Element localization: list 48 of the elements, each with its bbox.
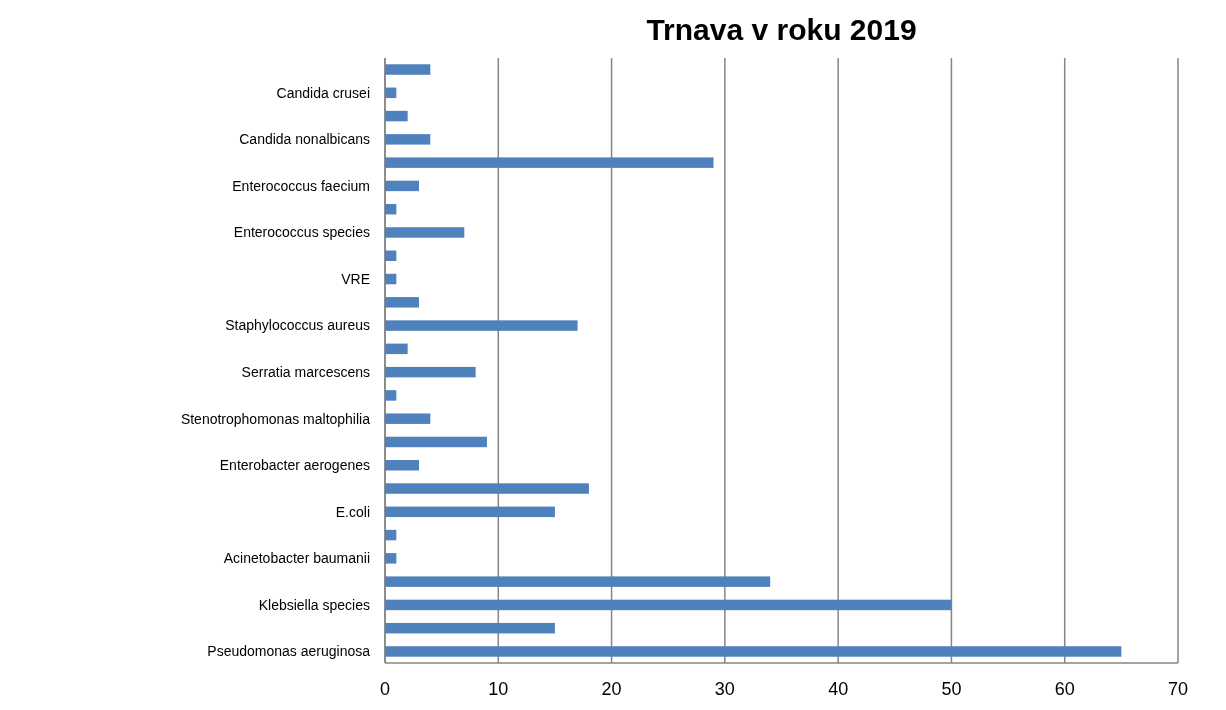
bar <box>385 390 397 401</box>
bar <box>385 413 431 424</box>
x-tick-label: 30 <box>714 679 735 699</box>
chart-title: Trnava v roku 2019 <box>646 13 917 46</box>
bar <box>385 87 397 99</box>
bar <box>385 576 771 587</box>
bar <box>385 529 397 541</box>
y-tick-label: Enterobacter aerogenes <box>219 457 370 474</box>
bar <box>385 273 397 285</box>
bar <box>385 506 555 518</box>
bar <box>385 110 408 122</box>
bar <box>385 203 397 215</box>
bar <box>385 622 555 634</box>
y-tick-label: Pseudomonas aeruginosa <box>207 643 371 660</box>
x-tick-label: 20 <box>601 679 622 699</box>
bar <box>385 599 952 611</box>
y-tick-label: Enterococcus species <box>233 224 370 241</box>
y-tick-label: Acinetobacter baumanii <box>223 550 370 567</box>
y-tick-label: Stenotrophomonas maltophilia <box>180 410 371 427</box>
x-tick-label: 50 <box>941 679 962 699</box>
bar <box>385 320 578 331</box>
x-tick-label: 10 <box>488 679 509 699</box>
bar <box>385 64 431 75</box>
x-tick-label: 40 <box>828 679 849 699</box>
y-tick-label: Staphylococcus aureus <box>225 317 370 334</box>
bar <box>385 227 465 238</box>
bar <box>385 366 476 378</box>
bar <box>385 553 397 564</box>
x-tick-label: 0 <box>379 679 391 699</box>
bar <box>385 134 431 145</box>
bar <box>385 157 714 168</box>
y-tick-label: Serratia marcescens <box>241 364 370 381</box>
bar <box>385 646 1122 657</box>
x-tick-label: 70 <box>1167 679 1189 699</box>
y-tick-label: E.coli <box>335 503 370 520</box>
y-tick-label: Candida nonalbicans <box>239 131 370 148</box>
y-tick-label: Candida crusei <box>276 84 370 101</box>
bar <box>385 343 408 355</box>
bar <box>385 483 589 494</box>
bar <box>385 436 487 448</box>
y-tick-label: Enterococcus faecium <box>232 177 370 194</box>
x-tick-label: 60 <box>1054 679 1075 699</box>
bar <box>385 250 397 261</box>
bar <box>385 297 419 308</box>
y-tick-label: Klebsiella species <box>258 596 370 613</box>
bar <box>385 180 419 192</box>
bar <box>385 460 419 471</box>
y-tick-label: VRE <box>341 270 370 287</box>
